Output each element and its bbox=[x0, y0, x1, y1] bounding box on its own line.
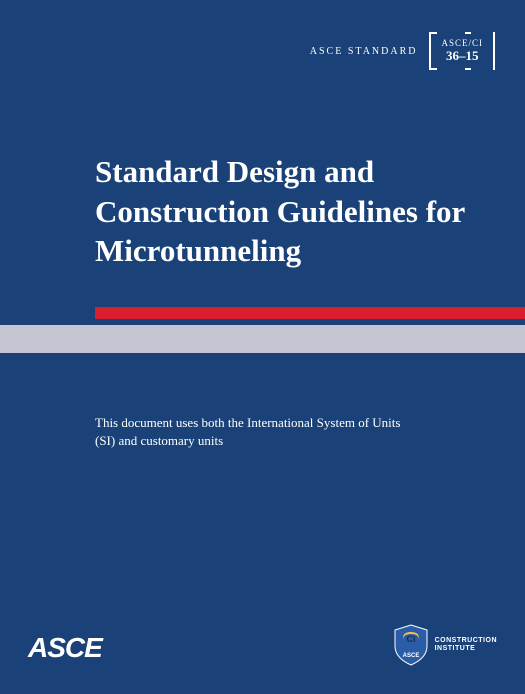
ci-line2: INSTITUTE bbox=[435, 645, 497, 653]
asce-logo: ASCE bbox=[28, 632, 102, 664]
code-number: 36–15 bbox=[441, 48, 483, 64]
ci-line1: CONSTRUCTION bbox=[435, 637, 497, 645]
standard-code-box: ASCE/CI 36–15 bbox=[429, 32, 495, 70]
construction-institute-logo: CI ASCE CONSTRUCTION INSTITUTE bbox=[393, 624, 497, 666]
units-note: This document uses both the Internationa… bbox=[95, 414, 405, 449]
gray-stripe bbox=[0, 325, 525, 353]
document-title: Standard Design and Construction Guideli… bbox=[95, 152, 465, 271]
red-stripe bbox=[95, 307, 525, 319]
ci-shield-icon: CI ASCE bbox=[393, 624, 429, 666]
svg-text:ASCE: ASCE bbox=[402, 653, 419, 659]
ci-text-block: CONSTRUCTION INSTITUTE bbox=[435, 637, 497, 652]
header-standard-block: ASCE STANDARD ASCE/CI 36–15 bbox=[310, 32, 495, 70]
standard-label: ASCE STANDARD bbox=[310, 46, 418, 57]
svg-text:CI: CI bbox=[406, 634, 415, 644]
code-org: ASCE/CI bbox=[441, 38, 483, 48]
